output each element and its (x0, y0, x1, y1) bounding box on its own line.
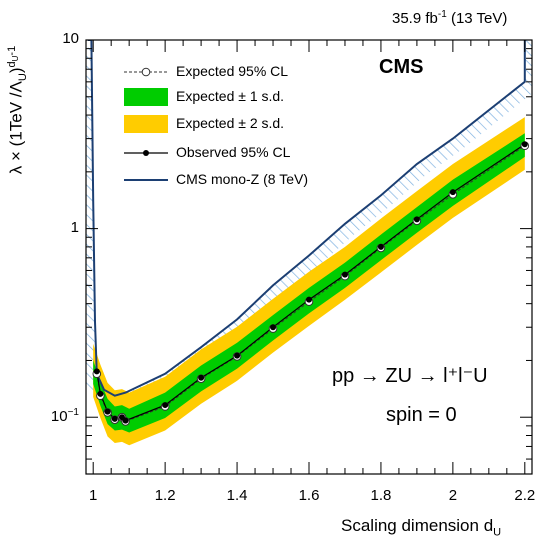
y-axis-exp-tail: -1 (6, 45, 18, 56)
y-tick-base: 10 (50, 408, 68, 426)
legend-label-mono-z: CMS mono-Z (8 TeV) (176, 171, 308, 187)
band-1sd (93, 133, 525, 433)
observed-point (270, 324, 277, 331)
observed-point (97, 390, 104, 397)
observed-point (449, 189, 456, 196)
lumi-value: 35.9 fb (392, 10, 438, 27)
legend-label-observed: Observed 95% CL (176, 144, 291, 160)
legend-label-band-2sd: Expected ± 2 s.d. (176, 115, 285, 131)
luminosity-label: 35.9 fb-1 (13 TeV) (392, 9, 507, 27)
x-tick-label: 1.4 (226, 487, 248, 504)
spin-annotation: spin = 0 (386, 404, 457, 426)
observed-point (413, 216, 420, 223)
experiment-label: CMS (379, 56, 424, 78)
observed-point (306, 296, 312, 303)
observed-point (341, 271, 348, 278)
process-annotation: pp → ZU → l⁺l⁻U (332, 365, 488, 387)
y-axis-label-text: λ × (1TeV /Λ (6, 81, 26, 175)
y-axis-label: λ × (1TeV /ΛU)dU-1 (6, 0, 29, 220)
x-tick-label: 2 (448, 487, 458, 504)
observed-point (234, 352, 241, 359)
x-tick-label: 1.8 (370, 487, 392, 504)
y-tick-label: 10−1 (51, 407, 79, 425)
y-tick-base: 1 (70, 218, 79, 236)
y-tick-label: 10 (62, 30, 79, 47)
legend-observed-marker (143, 150, 149, 156)
legend-expected-marker (141, 67, 151, 77)
y-axis-label-tail: ) (6, 67, 26, 74)
observed-point (122, 417, 129, 424)
observed-point (162, 402, 169, 409)
observed-point (198, 374, 205, 381)
legend-label-expected: Expected 95% CL (176, 63, 289, 79)
legend-label-band-1sd: Expected ± 1 s.d. (176, 88, 285, 104)
y-axis-exp: d (6, 61, 18, 68)
y-axis-label-sub: U (17, 73, 30, 82)
observed-point (521, 141, 528, 148)
legend-1sd-swatch (124, 88, 168, 106)
x-tick-label: 2.2 (514, 487, 536, 504)
legend-2sd-swatch (124, 115, 168, 133)
x-tick-label: 1 (89, 487, 98, 504)
observed-point (111, 415, 118, 422)
x-tick-label: 1.2 (154, 487, 176, 504)
observed-point (104, 408, 111, 415)
x-axis-label-sub: U (493, 526, 502, 539)
plot-frame (85, 39, 533, 475)
mono-z-line (87, 40, 526, 397)
x-tick-label: 1.6 (298, 487, 320, 504)
y-tick-base: 10 (62, 30, 79, 47)
observed-point (93, 368, 100, 375)
band-2sd (93, 117, 525, 446)
y-axis-exp-sub: U (11, 55, 21, 62)
observed-point (377, 243, 384, 250)
observed-line (96, 143, 526, 422)
y-tick-label: 1 (71, 219, 79, 236)
x-axis-label: Scaling dimension dU (341, 516, 501, 538)
y-tick-exponent: −1 (67, 407, 79, 419)
x-axis-label-text: Scaling dimension d (341, 516, 494, 535)
lumi-energy: (13 TeV) (450, 10, 508, 27)
lumi-exponent: -1 (437, 9, 447, 20)
